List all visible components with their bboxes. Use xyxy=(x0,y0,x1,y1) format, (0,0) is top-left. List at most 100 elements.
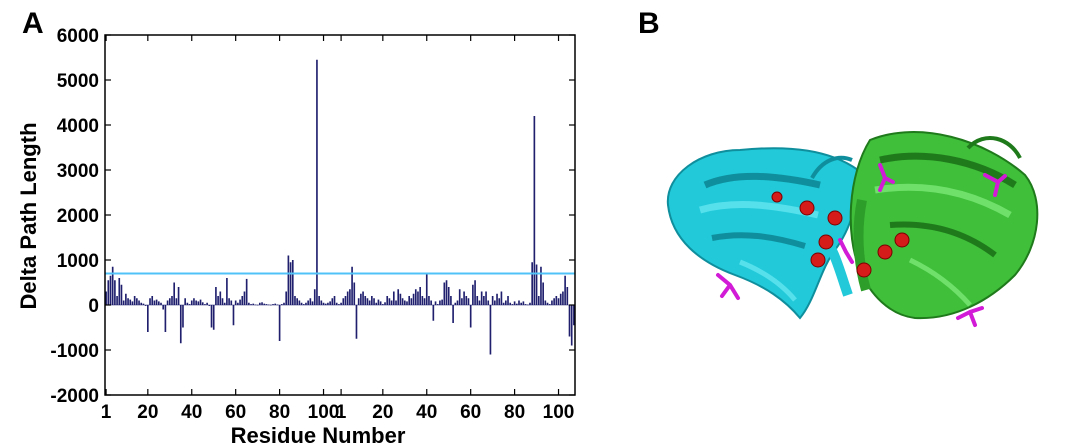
bar xyxy=(351,266,353,305)
bar xyxy=(164,305,167,332)
bar xyxy=(210,305,213,328)
bar xyxy=(546,302,549,305)
bar xyxy=(524,304,527,305)
bar xyxy=(313,289,316,305)
bar xyxy=(379,301,382,305)
bar xyxy=(502,302,505,305)
bar xyxy=(520,302,523,305)
bar xyxy=(483,296,485,305)
bar xyxy=(197,301,200,305)
bar xyxy=(395,300,397,305)
bar xyxy=(504,300,507,305)
bar xyxy=(401,298,404,305)
bar xyxy=(494,300,496,305)
bar xyxy=(250,304,252,305)
bar xyxy=(564,275,566,305)
bar xyxy=(408,296,411,305)
bar xyxy=(410,298,413,305)
bar xyxy=(472,284,474,305)
bar xyxy=(434,301,437,305)
bar xyxy=(555,296,558,305)
bar xyxy=(474,280,476,305)
bar xyxy=(551,300,553,305)
y-tick-label: 1000 xyxy=(57,251,99,272)
bar xyxy=(300,302,303,305)
bar xyxy=(542,282,544,305)
bar xyxy=(190,300,193,305)
bar xyxy=(179,305,182,344)
bar xyxy=(129,299,132,305)
bar xyxy=(362,291,364,305)
bar xyxy=(368,300,371,305)
bar xyxy=(186,302,189,305)
bar xyxy=(430,300,432,305)
bar xyxy=(531,262,533,305)
y-tick-label: 6000 xyxy=(57,26,99,47)
bar xyxy=(193,298,195,305)
bar xyxy=(406,301,408,305)
bar xyxy=(500,291,503,305)
bar xyxy=(480,291,483,305)
bar xyxy=(122,300,125,305)
bar xyxy=(160,302,162,305)
bar xyxy=(397,289,400,305)
bar xyxy=(353,282,356,305)
bar xyxy=(423,298,426,305)
bar xyxy=(168,298,171,305)
bar xyxy=(566,287,569,305)
bar xyxy=(518,300,520,305)
bar xyxy=(120,284,123,305)
bar xyxy=(491,296,494,305)
bar xyxy=(529,302,531,305)
bar xyxy=(243,291,246,305)
bar xyxy=(452,305,454,323)
bar xyxy=(439,300,441,305)
bar xyxy=(252,303,255,305)
bar xyxy=(278,305,281,341)
x-tick-label: 20 xyxy=(137,402,158,423)
bar xyxy=(335,302,338,305)
bar xyxy=(206,302,208,305)
plot-frame xyxy=(104,34,576,396)
bar xyxy=(318,296,320,305)
bar xyxy=(461,298,463,305)
bar xyxy=(215,287,217,305)
bar-series xyxy=(105,59,575,355)
bar xyxy=(445,280,448,305)
bar xyxy=(344,296,347,305)
x-axis-title: Residue Number xyxy=(231,423,406,448)
bar xyxy=(456,300,459,305)
bar xyxy=(261,302,263,305)
y-tick-label: -2000 xyxy=(50,386,99,407)
bar xyxy=(360,293,362,305)
bar xyxy=(259,302,261,305)
bar xyxy=(184,298,186,305)
x-tick-label: 40 xyxy=(181,402,202,423)
y-tick-label: 3000 xyxy=(57,161,99,182)
bar xyxy=(357,298,360,305)
bar xyxy=(342,298,345,305)
bar xyxy=(199,299,202,305)
bar xyxy=(223,302,226,305)
bar xyxy=(412,293,415,305)
bar xyxy=(157,301,160,305)
bar xyxy=(311,301,314,305)
protein-structure-image xyxy=(666,131,1039,327)
y-tick-label: 5000 xyxy=(57,71,99,92)
bar xyxy=(340,302,342,305)
bar xyxy=(338,304,340,305)
x-tick-label: 1 xyxy=(336,402,347,423)
bar xyxy=(425,273,428,305)
bar xyxy=(322,302,325,305)
bar xyxy=(324,303,327,305)
bar xyxy=(485,291,487,305)
bar xyxy=(105,291,107,305)
bar xyxy=(287,255,290,305)
bar xyxy=(355,305,358,339)
bar xyxy=(522,301,525,305)
bar xyxy=(177,287,180,305)
bar xyxy=(248,302,250,305)
bar xyxy=(333,296,336,305)
bar xyxy=(237,302,239,305)
